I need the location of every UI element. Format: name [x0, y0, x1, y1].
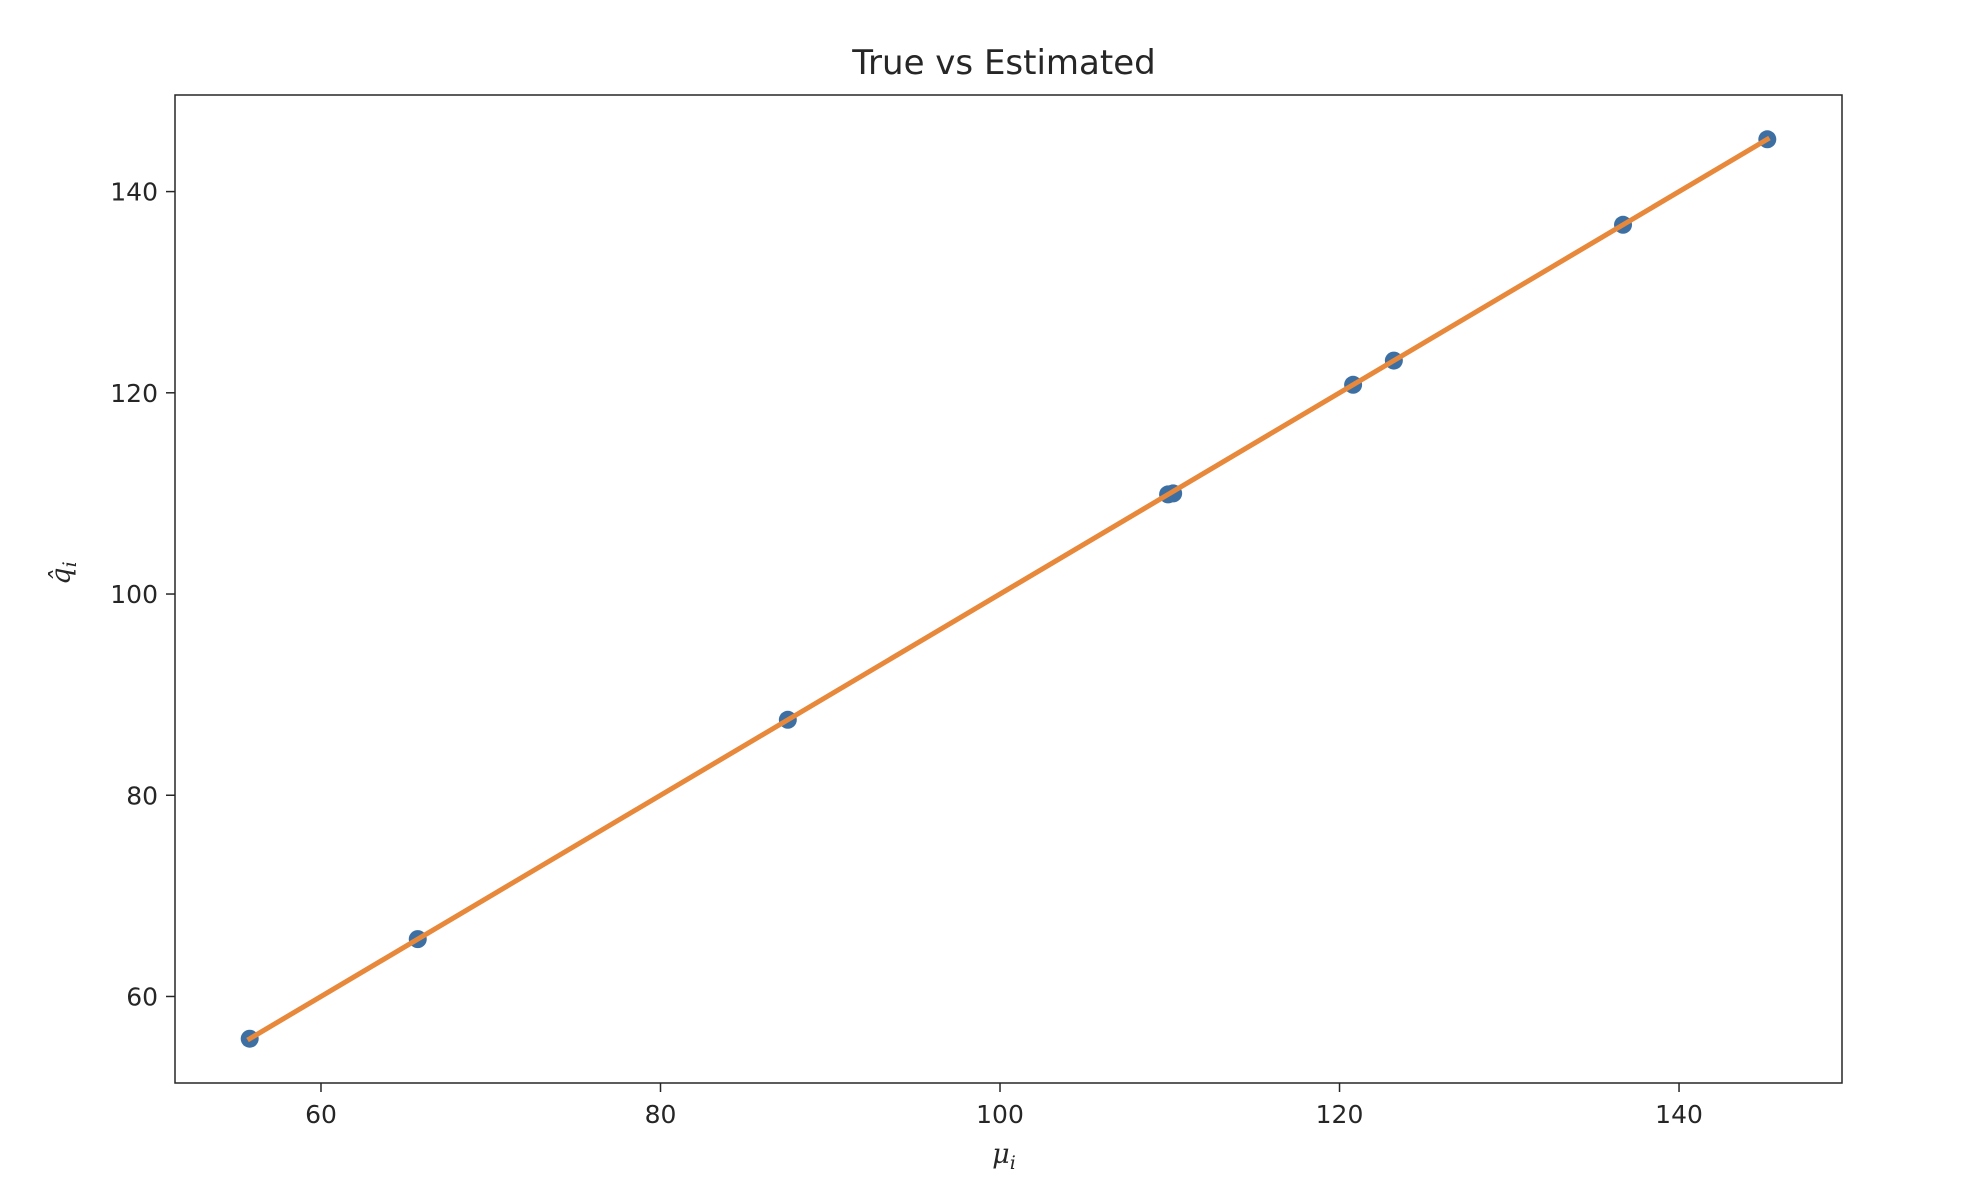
y-tick-label: 60	[126, 982, 158, 1011]
fit-line	[246, 135, 1771, 1043]
axes-frame	[174, 94, 1843, 1084]
x-axis-label-main: μ	[992, 1139, 1010, 1170]
chart-title: True vs Estimated	[851, 43, 1155, 83]
x-tick-label: 120	[1316, 1100, 1364, 1129]
x-axis-label: μi	[992, 1139, 1016, 1174]
y-tick-label: 120	[110, 379, 158, 408]
plot-area	[240, 130, 1777, 1048]
x-tick-label: 140	[1655, 1100, 1703, 1129]
y-tick-label: 80	[126, 781, 158, 810]
x-tick-label: 100	[976, 1100, 1024, 1129]
x-axis-label-subscript: i	[1010, 1152, 1016, 1174]
y-axis-label-subscript: i	[59, 561, 81, 567]
x-tick-label: 80	[645, 1100, 677, 1129]
y-tick-label: 140	[110, 178, 158, 207]
y-axis-label: q̂i	[46, 561, 81, 584]
y-tick-label: 100	[110, 580, 158, 609]
axes: 60 80 100 120 140 60 80 100 120 140	[110, 94, 1843, 1129]
x-tick-label: 60	[305, 1100, 337, 1129]
y-axis-label-main: q̂	[46, 567, 77, 584]
